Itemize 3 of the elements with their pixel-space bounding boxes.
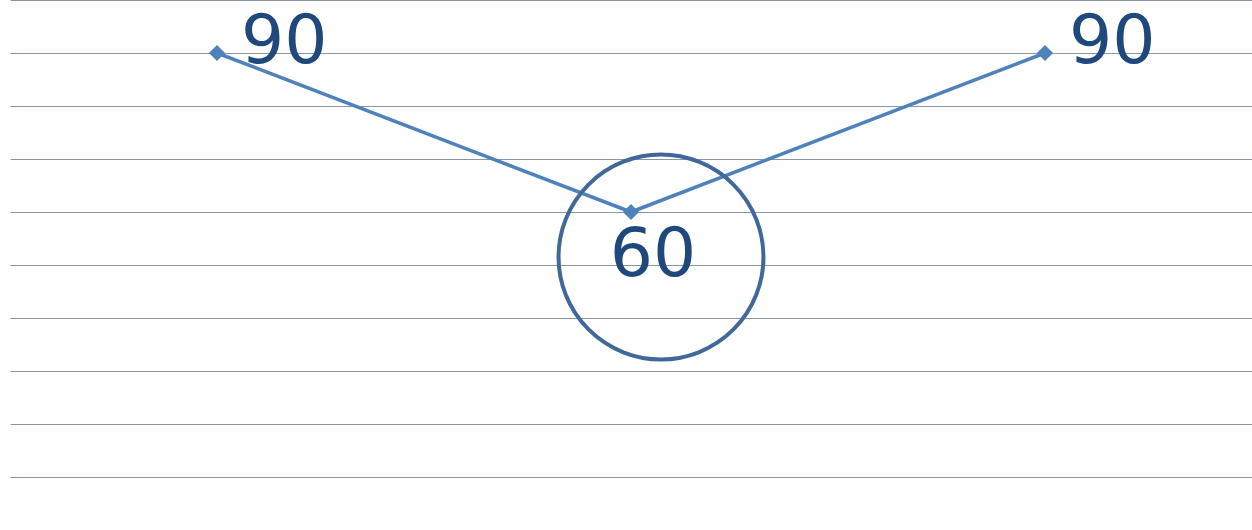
data-label: 60	[609, 213, 697, 292]
data-label: 90	[241, 0, 328, 79]
data-label: 90	[1069, 0, 1156, 79]
